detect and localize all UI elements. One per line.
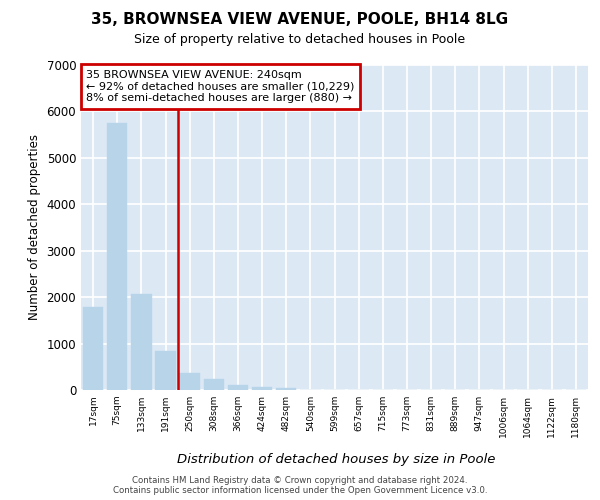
Text: Contains HM Land Registry data © Crown copyright and database right 2024.: Contains HM Land Registry data © Crown c… (132, 476, 468, 485)
Bar (107, 123, 127, 390)
Text: Contains public sector information licensed under the Open Government Licence v3: Contains public sector information licen… (113, 486, 487, 495)
Bar (252, 387, 272, 390)
Bar (155, 351, 176, 390)
Bar (276, 388, 296, 390)
Text: 35 BROWNSEA VIEW AVENUE: 240sqm
← 92% of detached houses are smaller (10,229)
8%: 35 BROWNSEA VIEW AVENUE: 240sqm ← 92% of… (86, 70, 355, 103)
Bar (227, 385, 248, 390)
Text: Distribution of detached houses by size in Poole: Distribution of detached houses by size … (177, 452, 495, 466)
Bar (179, 373, 200, 390)
Text: 35, BROWNSEA VIEW AVENUE, POOLE, BH14 8LG: 35, BROWNSEA VIEW AVENUE, POOLE, BH14 8L… (91, 12, 509, 28)
Text: Size of property relative to detached houses in Poole: Size of property relative to detached ho… (134, 32, 466, 46)
Bar (83, 307, 103, 390)
Bar (131, 294, 152, 390)
Y-axis label: Number of detached properties: Number of detached properties (28, 134, 41, 320)
Bar (203, 380, 224, 390)
